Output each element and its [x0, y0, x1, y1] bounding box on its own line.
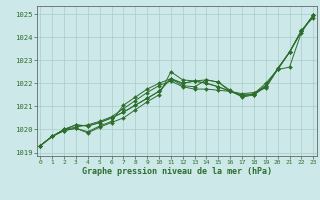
- X-axis label: Graphe pression niveau de la mer (hPa): Graphe pression niveau de la mer (hPa): [82, 167, 272, 176]
